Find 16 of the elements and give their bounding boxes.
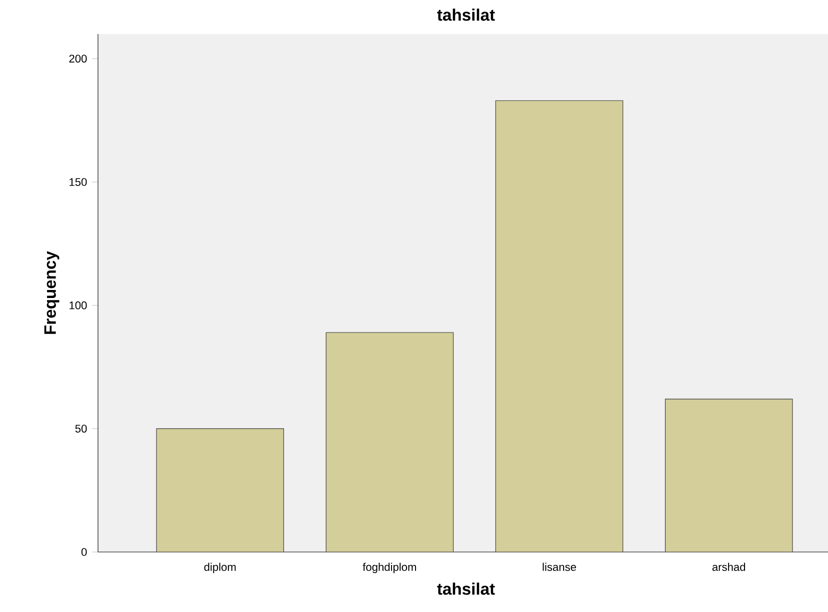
bar [156, 428, 284, 552]
bar [326, 332, 454, 552]
x-tick-label: arshad [712, 562, 746, 571]
x-tick-label: lisanse [542, 562, 576, 571]
bar [664, 398, 793, 552]
x-tick-label: diplom [204, 562, 236, 574]
x-axis-title: tahsilat [437, 582, 495, 595]
y-tick-label: 0 [81, 548, 87, 556]
y-axis-title: Frequency [44, 251, 60, 334]
y-tick-label: 50 [75, 424, 87, 433]
y-tick-label: 150 [70, 178, 87, 186]
bar [495, 100, 624, 552]
chart-title: tahsilat [437, 8, 495, 21]
x-tick-label: foghdiplom [362, 562, 416, 574]
y-tick-label: 200 [69, 54, 87, 63]
y-tick-label: 100 [70, 301, 87, 310]
